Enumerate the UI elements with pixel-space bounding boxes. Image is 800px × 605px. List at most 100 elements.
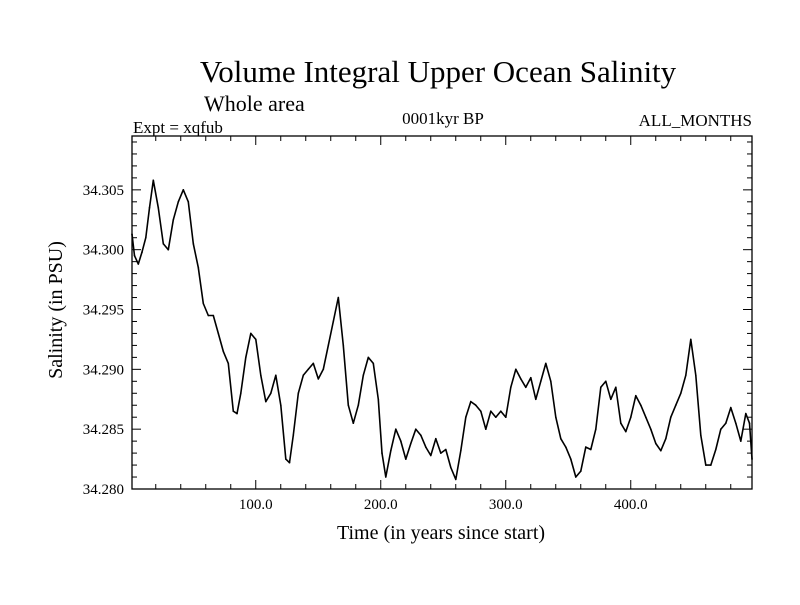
- data-point: [337, 296, 340, 299]
- data-point: [260, 374, 262, 377]
- data-point: [530, 376, 532, 379]
- data-point: [500, 410, 502, 413]
- data-point: [362, 374, 365, 377]
- y-tick-label: 34.290: [83, 362, 124, 378]
- y-tick-label: 34.280: [83, 482, 124, 498]
- chart-title: Volume Integral Upper Ocean Salinity: [200, 54, 677, 89]
- data-point: [645, 416, 647, 419]
- data-point: [420, 434, 422, 437]
- data-point: [590, 448, 592, 451]
- data-point: [720, 428, 722, 431]
- data-point: [550, 380, 552, 383]
- data-point: [440, 452, 442, 454]
- data-point: [332, 320, 335, 323]
- data-point: [202, 302, 205, 305]
- data-point: [157, 207, 160, 209]
- data-point: [367, 356, 370, 359]
- data-point: [395, 428, 397, 431]
- data-point: [217, 332, 220, 335]
- data-point: [232, 410, 235, 413]
- data-point: [270, 392, 272, 395]
- data-point: [710, 464, 712, 466]
- data-point: [148, 207, 151, 209]
- data-point: [172, 219, 175, 221]
- plot-frame: [131, 135, 753, 490]
- data-series: [131, 179, 753, 481]
- data-point: [685, 374, 687, 377]
- data-point: [545, 362, 547, 365]
- data-point: [740, 440, 742, 442]
- data-point: [465, 416, 467, 419]
- data-point: [605, 380, 607, 383]
- data-point: [600, 386, 602, 389]
- data-point: [540, 380, 542, 383]
- y-tick-label: 34.295: [83, 303, 124, 319]
- data-point: [435, 437, 437, 440]
- data-point: [415, 428, 417, 431]
- data-point: [555, 416, 557, 419]
- axis-ticks: 100.0 200.0 300.0 400.0 34.280 34.285 34.290 34…: [83, 136, 752, 513]
- data-point: [520, 378, 522, 380]
- data-point: [405, 458, 407, 460]
- period-label: 0001kyr BP: [402, 109, 484, 128]
- data-point: [327, 344, 330, 347]
- data-point: [510, 386, 512, 389]
- data-point: [227, 362, 230, 365]
- data-point: [275, 374, 277, 377]
- data-point: [250, 332, 252, 335]
- data-point: [385, 476, 387, 478]
- data-point: [141, 251, 143, 253]
- data-point: [222, 350, 225, 353]
- data-point: [565, 446, 567, 448]
- data-point: [182, 189, 185, 191]
- data-point: [735, 422, 737, 425]
- data-point: [162, 242, 165, 245]
- data-point: [192, 242, 195, 245]
- data-point: [635, 394, 637, 397]
- data-point: [570, 458, 572, 460]
- data-point: [152, 179, 155, 182]
- data-point: [347, 404, 350, 407]
- data-point: [212, 314, 215, 317]
- data-point: [292, 434, 295, 437]
- data-point: [620, 422, 622, 425]
- data-point: [515, 368, 517, 371]
- data-point: [372, 362, 375, 365]
- data-point: [490, 410, 492, 413]
- data-point: [705, 464, 707, 466]
- data-point: [485, 428, 487, 431]
- data-point: [285, 458, 287, 460]
- data-point: [525, 386, 527, 389]
- data-point: [322, 368, 325, 371]
- data-point: [745, 412, 747, 415]
- data-point: [670, 416, 672, 419]
- data-point: [505, 416, 507, 419]
- data-point: [357, 404, 360, 407]
- data-point: [425, 446, 427, 448]
- data-point: [535, 398, 537, 401]
- months-label: ALL_MONTHS: [639, 111, 752, 130]
- data-point: [177, 201, 180, 203]
- data-point: [730, 406, 732, 409]
- data-point: [470, 400, 472, 403]
- data-point: [700, 434, 702, 437]
- data-point: [381, 452, 383, 454]
- data-point: [660, 449, 662, 452]
- data-point: [640, 404, 642, 407]
- data-point: [610, 398, 612, 401]
- data-point: [650, 428, 652, 431]
- chart-subtitle: Whole area: [204, 91, 305, 116]
- data-point: [236, 412, 238, 415]
- y-axis-label: Salinity (in PSU): [45, 241, 67, 379]
- data-point: [615, 386, 617, 389]
- data-point: [377, 398, 380, 401]
- data-point: [187, 201, 190, 203]
- data-point: [133, 254, 136, 257]
- data-point: [390, 449, 392, 452]
- data-point: [240, 392, 242, 395]
- y-tick-label: 34.305: [83, 183, 124, 199]
- data-point: [352, 422, 355, 425]
